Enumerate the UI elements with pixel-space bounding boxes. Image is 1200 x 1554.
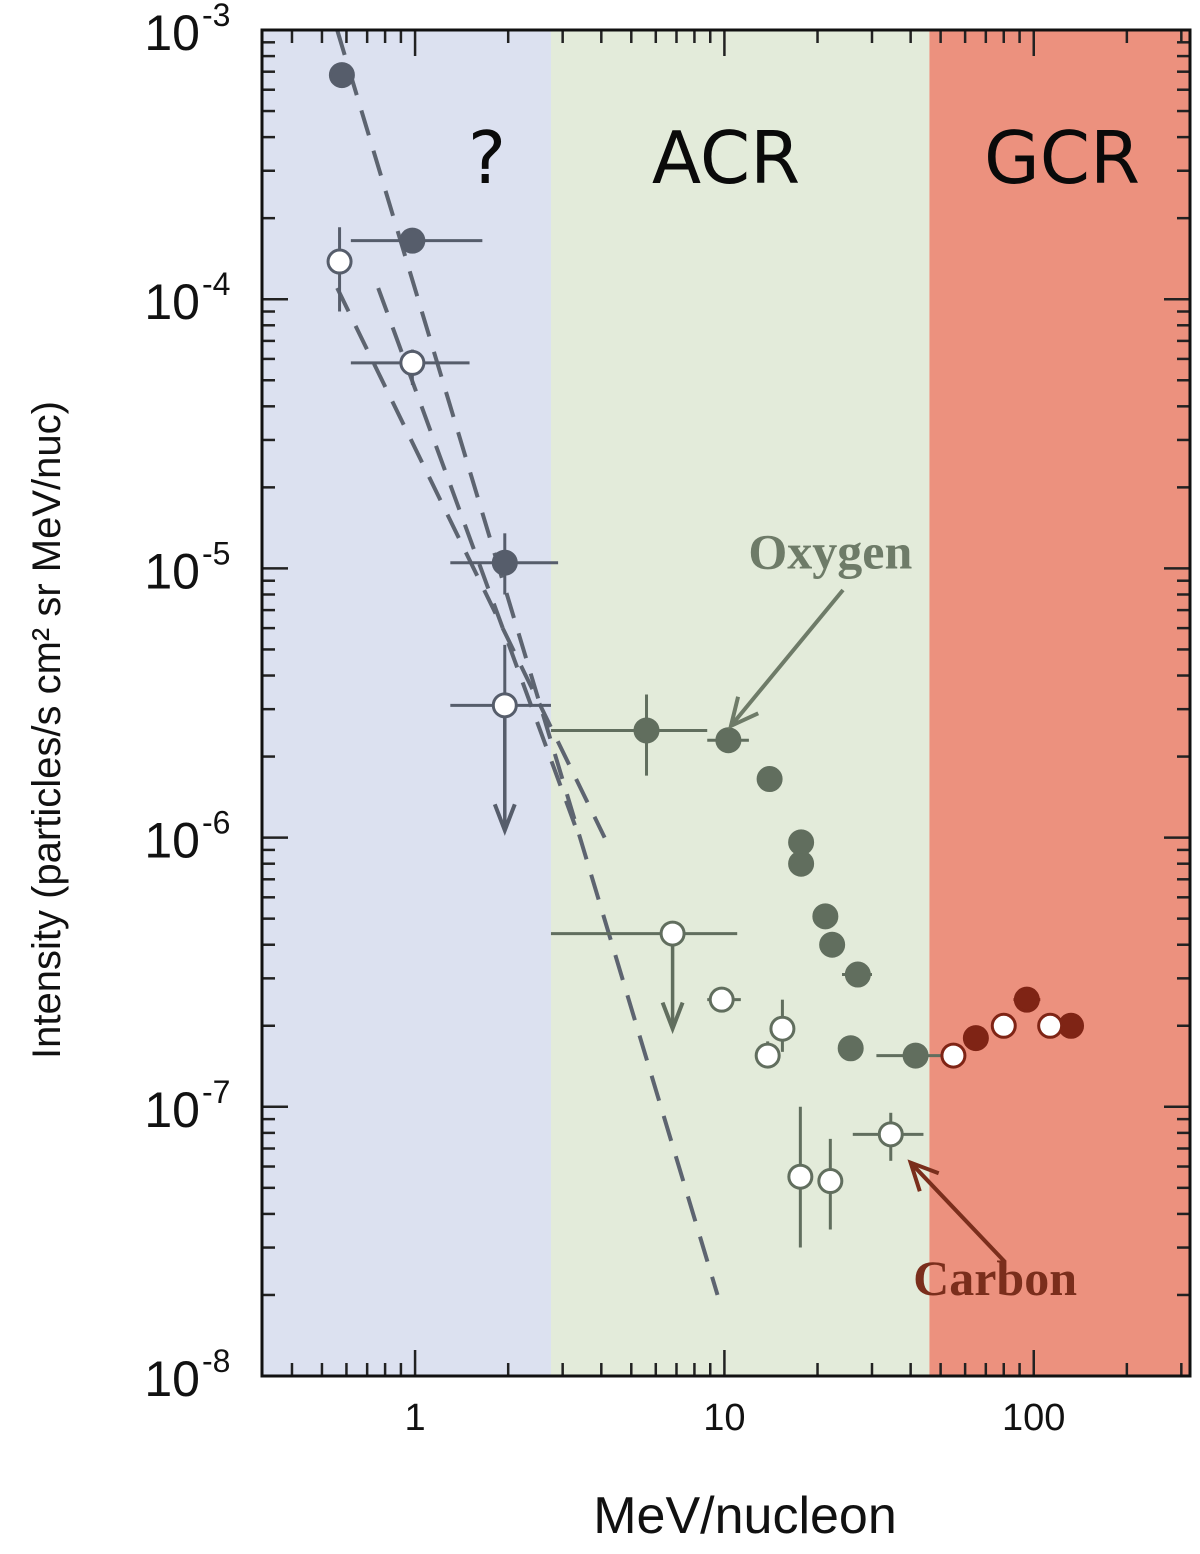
annotations: Oxygen Carbon (728, 523, 1077, 1306)
oxygen-point-9 (812, 903, 839, 930)
region-3 (929, 30, 1190, 1376)
oxygen-point-14 (962, 1025, 989, 1052)
y-tick-label: 10 (144, 813, 200, 869)
x-tick-label: 100 (1002, 1397, 1065, 1439)
oxygen-point-2 (399, 227, 426, 254)
carbon-point-13 (1037, 1012, 1064, 1039)
data-points (326, 62, 1085, 1195)
carbon-point-9 (817, 1168, 844, 1195)
oxygen-point-6 (756, 766, 783, 793)
y-axis-label: Intensity (particles/s cm² sr MeV/nuc) (25, 401, 69, 1059)
x-tick-label: 1 (405, 1397, 426, 1439)
upper-limit-arrowhead (660, 1001, 685, 1035)
carbon-point-10 (877, 1121, 904, 1148)
y-tick-label: 10 (144, 1351, 200, 1407)
carbon-point-8 (787, 1163, 814, 1190)
oxygen-point-1 (328, 62, 355, 89)
y-tick-exponent: -8 (202, 1343, 230, 1379)
oxygen-point-11 (844, 961, 871, 988)
oxygen-point-15 (1013, 986, 1040, 1013)
annotation-arrow-1 (729, 588, 845, 728)
carbon-point-7 (769, 1015, 796, 1042)
annotation-label-carbon: Carbon (913, 1250, 1077, 1306)
y-tick-exponent: -4 (202, 266, 230, 302)
y-tick-exponent: -5 (202, 535, 230, 571)
carbon-point-2 (399, 349, 426, 376)
y-tick-label: 10 (144, 5, 200, 61)
background-regions: ? ACR GCR (262, 30, 1190, 1376)
carbon-point-6 (754, 1042, 781, 1069)
oxygen-point-10 (819, 931, 846, 958)
carbon-point-12 (990, 1012, 1017, 1039)
y-tick-exponent: -7 (202, 1074, 230, 1110)
oxygen-point-5 (715, 727, 742, 754)
region-label-1: ? (468, 116, 506, 200)
region-2 (550, 30, 930, 1376)
oxygen-point-13 (902, 1042, 929, 1069)
region-label-3: GCR (984, 116, 1140, 200)
x-axis-label: MeV/nucleon (593, 1487, 897, 1545)
annotation-arrow-2 (909, 1161, 1007, 1264)
oxygen-point-3 (491, 549, 518, 576)
annotation-arrowhead-2 (907, 1159, 940, 1192)
minor-ticks (262, 30, 1190, 1378)
upper-limit-arrowhead (492, 803, 517, 836)
y-tick-label: 10 (144, 543, 200, 599)
carbon-point-4 (659, 920, 686, 947)
y-tick-exponent: -3 (202, 0, 230, 33)
oxygen-point-12 (837, 1035, 864, 1062)
annotation-label-oxygen: Oxygen (748, 523, 912, 579)
y-tick-exponent: -6 (202, 805, 230, 841)
oxygen-point-8 (788, 850, 815, 877)
x-tick-label: 10 (703, 1397, 745, 1439)
oxygen-point-7 (788, 829, 815, 856)
carbon-point-5 (708, 986, 735, 1013)
carbon-point-11 (940, 1042, 967, 1069)
region-label-2: ACR (652, 116, 800, 200)
y-tick-label: 10 (144, 1082, 200, 1138)
annotation-arrowhead-1 (728, 696, 760, 730)
plot-frame (260, 28, 1192, 1378)
oxygen-point-4 (633, 717, 660, 744)
carbon-point-3 (491, 692, 518, 719)
carbon-point-1 (326, 248, 353, 275)
y-tick-label: 10 (144, 274, 200, 330)
